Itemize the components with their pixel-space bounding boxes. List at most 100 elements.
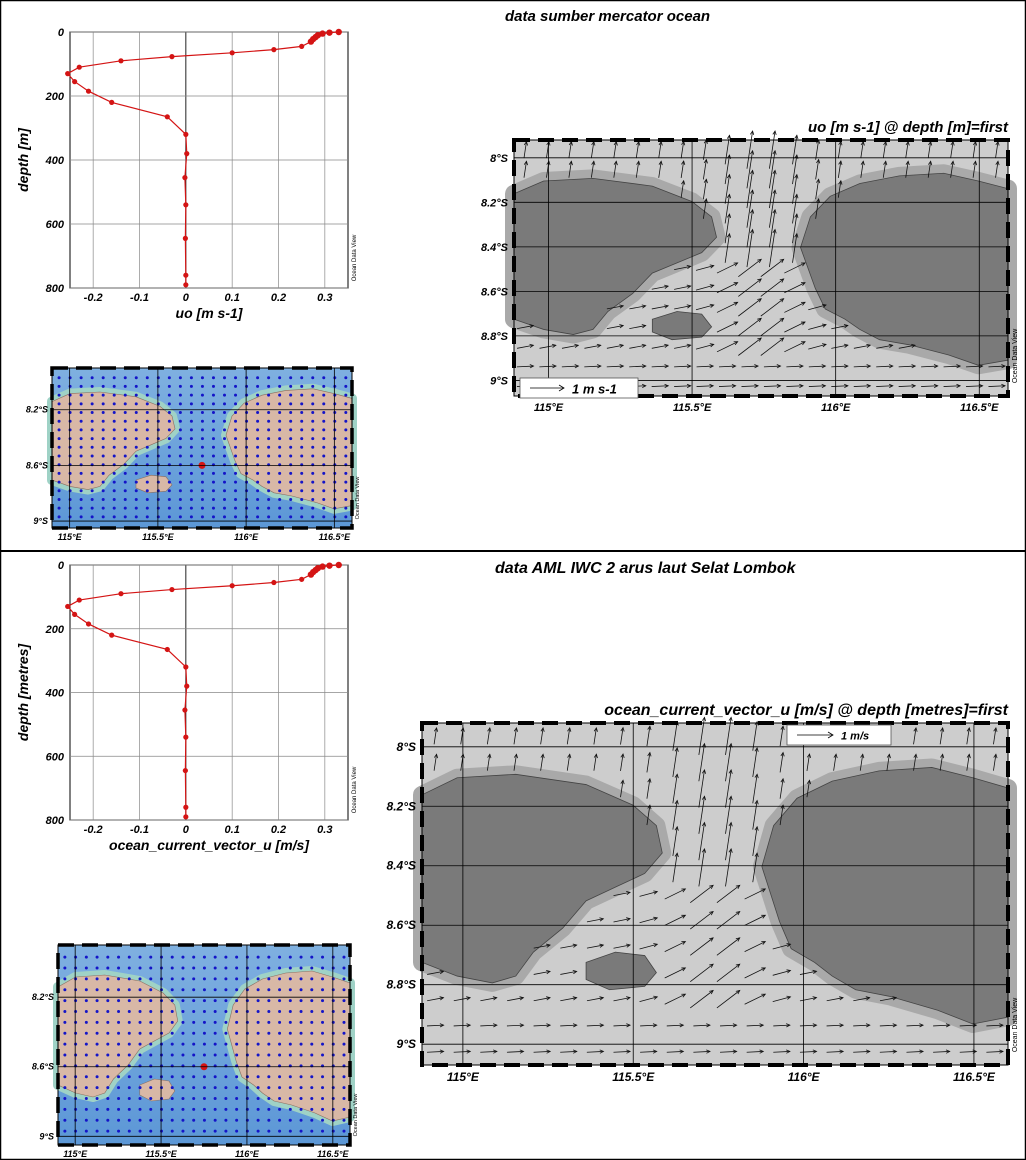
vector-arrow-head xyxy=(674,852,679,858)
station-point xyxy=(245,402,249,406)
station-point xyxy=(256,428,260,432)
station-point xyxy=(321,955,325,959)
vector-arrow-shaft xyxy=(674,344,691,349)
legend-arrow-head xyxy=(827,731,834,739)
profile-point xyxy=(76,64,82,70)
station-point xyxy=(256,988,260,992)
station-point xyxy=(202,1075,206,1079)
vector-arrow-shaft xyxy=(905,161,909,178)
station-point xyxy=(117,1096,121,1100)
station-point xyxy=(178,454,182,458)
station-point xyxy=(310,1042,314,1046)
vector-arrow-head xyxy=(529,343,535,348)
x-axis-label: ocean_current_vector_u [m/s] xyxy=(109,837,310,853)
vector-arrow-head xyxy=(664,383,670,388)
vector-arrow-shaft xyxy=(695,284,714,291)
station-point xyxy=(200,515,204,519)
vector-arrow-head xyxy=(839,996,844,1001)
vector-arrow-head xyxy=(800,321,806,326)
station-point xyxy=(95,1075,99,1079)
vector-arrow-head xyxy=(681,967,687,972)
station-point xyxy=(127,1031,131,1035)
station-point xyxy=(245,1020,249,1024)
vector-arrow-head xyxy=(679,1023,685,1028)
station-point xyxy=(278,471,282,475)
vector-arrow-head xyxy=(487,727,492,732)
station-point xyxy=(117,999,121,1003)
vector-arrow-head xyxy=(735,963,741,968)
station-point xyxy=(106,1031,110,1035)
station-point xyxy=(256,1020,260,1024)
station-point xyxy=(178,437,182,441)
station-point xyxy=(267,384,271,388)
vector-arrow-shaft xyxy=(744,914,766,926)
vector-arrow-head xyxy=(466,996,472,1001)
vector-arrow-head xyxy=(776,383,782,388)
station-point xyxy=(224,1129,228,1133)
land-lombok xyxy=(227,970,351,1122)
vector-legend: 1 m/s xyxy=(786,724,892,746)
station-point xyxy=(322,454,326,458)
station-point xyxy=(278,497,282,501)
station-point xyxy=(189,402,193,406)
station-point xyxy=(117,1086,121,1090)
station-point xyxy=(189,497,193,501)
station-point xyxy=(112,497,116,501)
vector-arrow-shaft xyxy=(664,888,686,900)
station-point xyxy=(278,489,282,493)
vector-arrow-head xyxy=(786,943,792,948)
station-point xyxy=(342,1010,346,1014)
lat-tick-label: 9°S xyxy=(33,516,48,526)
map-frame xyxy=(513,139,1009,397)
station-point xyxy=(278,1010,282,1014)
vector-arrow-shaft xyxy=(590,141,595,159)
vector-arrow-head xyxy=(487,753,492,759)
station-point xyxy=(127,1075,131,1079)
station-point xyxy=(333,376,337,380)
station-point xyxy=(149,1107,153,1111)
vector-arrow-head xyxy=(865,1049,871,1054)
lat-tick-label: 8.6°S xyxy=(32,1062,54,1072)
station-point xyxy=(127,1096,131,1100)
vector-arrow-head xyxy=(596,343,602,348)
vector-arrow-head xyxy=(800,282,806,287)
vector-arrow-head xyxy=(812,996,818,1001)
station-point xyxy=(149,1042,153,1046)
station-point xyxy=(342,1075,346,1079)
vector-arrow-shaft xyxy=(606,305,624,310)
station-point xyxy=(211,384,215,388)
station-point xyxy=(245,999,249,1003)
station-point xyxy=(344,454,348,458)
station-point xyxy=(167,515,171,519)
vector-arrow-shaft xyxy=(674,385,691,387)
vector-arrow-shaft xyxy=(831,344,848,349)
station-point xyxy=(134,471,138,475)
station-point xyxy=(79,428,83,432)
station-point xyxy=(278,393,282,397)
y-tick-label: 200 xyxy=(45,624,65,636)
station-point xyxy=(299,1010,303,1014)
station-point xyxy=(84,1075,88,1079)
station-point xyxy=(127,1010,131,1014)
station-point xyxy=(84,1086,88,1090)
vector-arrow-head xyxy=(574,343,580,348)
station-point xyxy=(223,428,226,432)
vector-arrow-shaft xyxy=(646,752,651,773)
vector-arrow-head xyxy=(599,996,605,1001)
vector-arrow-shaft xyxy=(966,754,970,771)
vector-arrow-shaft xyxy=(972,141,976,159)
station-point xyxy=(322,489,326,493)
station-point xyxy=(278,977,282,981)
vector-arrow-shaft xyxy=(772,996,791,1003)
station-point xyxy=(245,1129,249,1133)
vector-arrow-shaft xyxy=(561,344,579,349)
station-point xyxy=(202,1010,206,1014)
station-point xyxy=(181,999,185,1003)
station-point xyxy=(68,489,72,493)
vector-arrow-head xyxy=(664,343,670,348)
station-point xyxy=(138,966,142,970)
station-point xyxy=(90,437,94,441)
station-point xyxy=(117,988,121,992)
station-point xyxy=(245,489,249,493)
map-frame xyxy=(51,367,353,529)
